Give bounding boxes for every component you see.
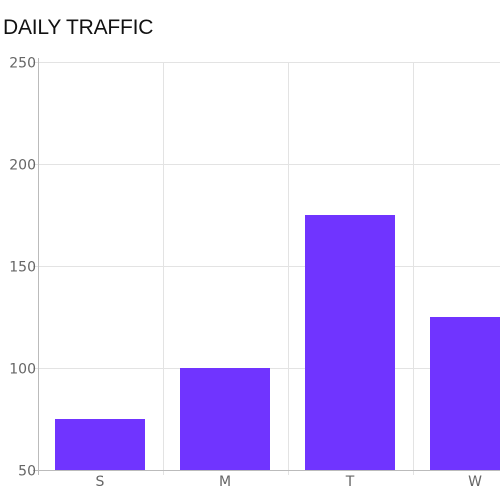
- bar-M: [180, 368, 270, 470]
- x-tick-label: W: [468, 474, 482, 490]
- y-tick-label: 200: [9, 158, 36, 174]
- x-tick-label: S: [96, 474, 105, 490]
- axes: [33, 58, 500, 475]
- chart-title: DAILY TRAFFIC: [3, 16, 154, 39]
- y-tick-label: 100: [9, 362, 36, 378]
- y-tick-label: 150: [9, 260, 36, 276]
- x-tick-label: T: [345, 474, 355, 490]
- x-tick-label: M: [219, 474, 231, 490]
- y-tick-label: 50: [18, 464, 36, 480]
- bar-S: [55, 419, 145, 470]
- bar-W: [430, 317, 500, 470]
- y-tick-label: 250: [9, 56, 36, 72]
- bar-T: [305, 215, 395, 470]
- y-tick-labels: 50 100 150 200 250: [9, 56, 36, 480]
- bars: [55, 215, 500, 470]
